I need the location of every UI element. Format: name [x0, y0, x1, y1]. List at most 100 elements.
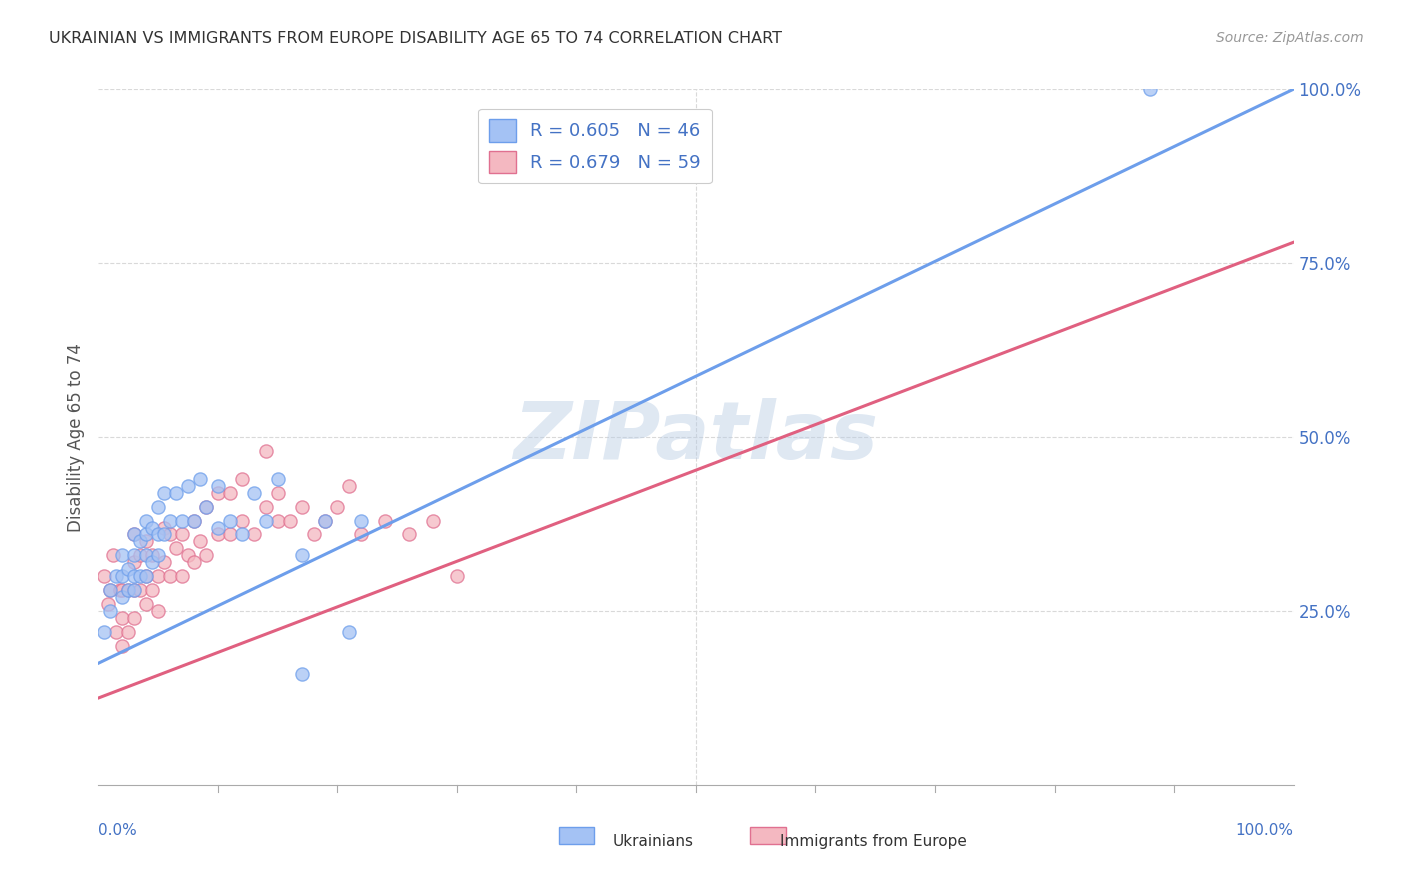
Point [422, 514, 444, 528]
Point [141, 520, 163, 534]
Point [165, 541, 187, 556]
Point [111, 611, 134, 625]
Y-axis label: Disability Age 65 to 74: Disability Age 65 to 74 [66, 343, 84, 532]
Point [398, 527, 420, 541]
Point [101, 549, 124, 563]
Point [111, 569, 134, 583]
Point [117, 562, 139, 576]
Point [231, 527, 253, 541]
Point [195, 500, 218, 514]
Point [177, 549, 200, 563]
Point [148, 549, 170, 563]
Bar [749, 827, 786, 844]
Point [93, 569, 115, 583]
Point [165, 485, 187, 500]
Point [117, 583, 139, 598]
Point [108, 583, 131, 598]
Text: Immigrants from Europe: Immigrants from Europe [779, 834, 966, 848]
Point [446, 569, 468, 583]
Point [267, 485, 290, 500]
Point [172, 514, 194, 528]
Point [129, 549, 152, 563]
Point [278, 514, 301, 528]
Point [207, 527, 229, 541]
Point [188, 534, 211, 549]
Point [129, 534, 152, 549]
Point [141, 549, 163, 563]
Point [231, 514, 253, 528]
Point [183, 514, 205, 528]
Point [135, 534, 157, 549]
Point [135, 569, 157, 583]
Point [129, 569, 152, 583]
Point [124, 583, 146, 598]
Point [159, 527, 181, 541]
Point [254, 444, 277, 458]
Point [124, 555, 146, 569]
Point [374, 514, 396, 528]
Point [183, 514, 205, 528]
Point [302, 527, 325, 541]
Point [97, 597, 120, 611]
Point [111, 583, 134, 598]
Point [135, 514, 157, 528]
Point [219, 527, 242, 541]
Point [148, 500, 170, 514]
Point [148, 527, 170, 541]
Point [254, 514, 277, 528]
Point [117, 583, 139, 598]
Point [315, 514, 337, 528]
Point [93, 624, 115, 639]
Point [195, 549, 218, 563]
Legend: R = 0.605   N = 46, R = 0.679   N = 59: R = 0.605 N = 46, R = 0.679 N = 59 [478, 109, 711, 184]
Text: 0.0%: 0.0% [98, 823, 138, 838]
Point [350, 514, 373, 528]
Point [98, 604, 122, 618]
Text: Source: ZipAtlas.com: Source: ZipAtlas.com [1216, 31, 1364, 45]
Point [219, 485, 242, 500]
Point [111, 549, 134, 563]
Point [98, 583, 122, 598]
Text: Ukrainians: Ukrainians [613, 834, 693, 848]
Text: UKRAINIAN VS IMMIGRANTS FROM EUROPE DISABILITY AGE 65 TO 74 CORRELATION CHART: UKRAINIAN VS IMMIGRANTS FROM EUROPE DISA… [49, 31, 782, 46]
Point [207, 485, 229, 500]
Point [124, 527, 146, 541]
Point [124, 569, 146, 583]
Point [153, 520, 176, 534]
Point [124, 527, 146, 541]
Point [291, 549, 314, 563]
Point [141, 583, 163, 598]
Point [267, 514, 290, 528]
Point [243, 527, 266, 541]
Point [267, 472, 290, 486]
Point [195, 500, 218, 514]
Point [124, 611, 146, 625]
Point [231, 472, 253, 486]
Point [1139, 82, 1161, 96]
Point [243, 485, 266, 500]
Point [124, 549, 146, 563]
Point [315, 514, 337, 528]
Point [172, 527, 194, 541]
Point [124, 583, 146, 598]
Point [207, 520, 229, 534]
Point [177, 479, 200, 493]
Point [135, 549, 157, 563]
Point [153, 485, 176, 500]
Point [339, 479, 361, 493]
Point [153, 555, 176, 569]
Point [254, 500, 277, 514]
Point [172, 569, 194, 583]
Point [159, 569, 181, 583]
Point [135, 569, 157, 583]
Point [188, 472, 211, 486]
Point [105, 624, 128, 639]
Point [111, 590, 134, 604]
Point [105, 569, 128, 583]
Bar [558, 827, 595, 844]
Point [98, 583, 122, 598]
Text: 100.0%: 100.0% [1236, 823, 1294, 838]
Point [207, 479, 229, 493]
Point [326, 500, 349, 514]
Point [141, 555, 163, 569]
